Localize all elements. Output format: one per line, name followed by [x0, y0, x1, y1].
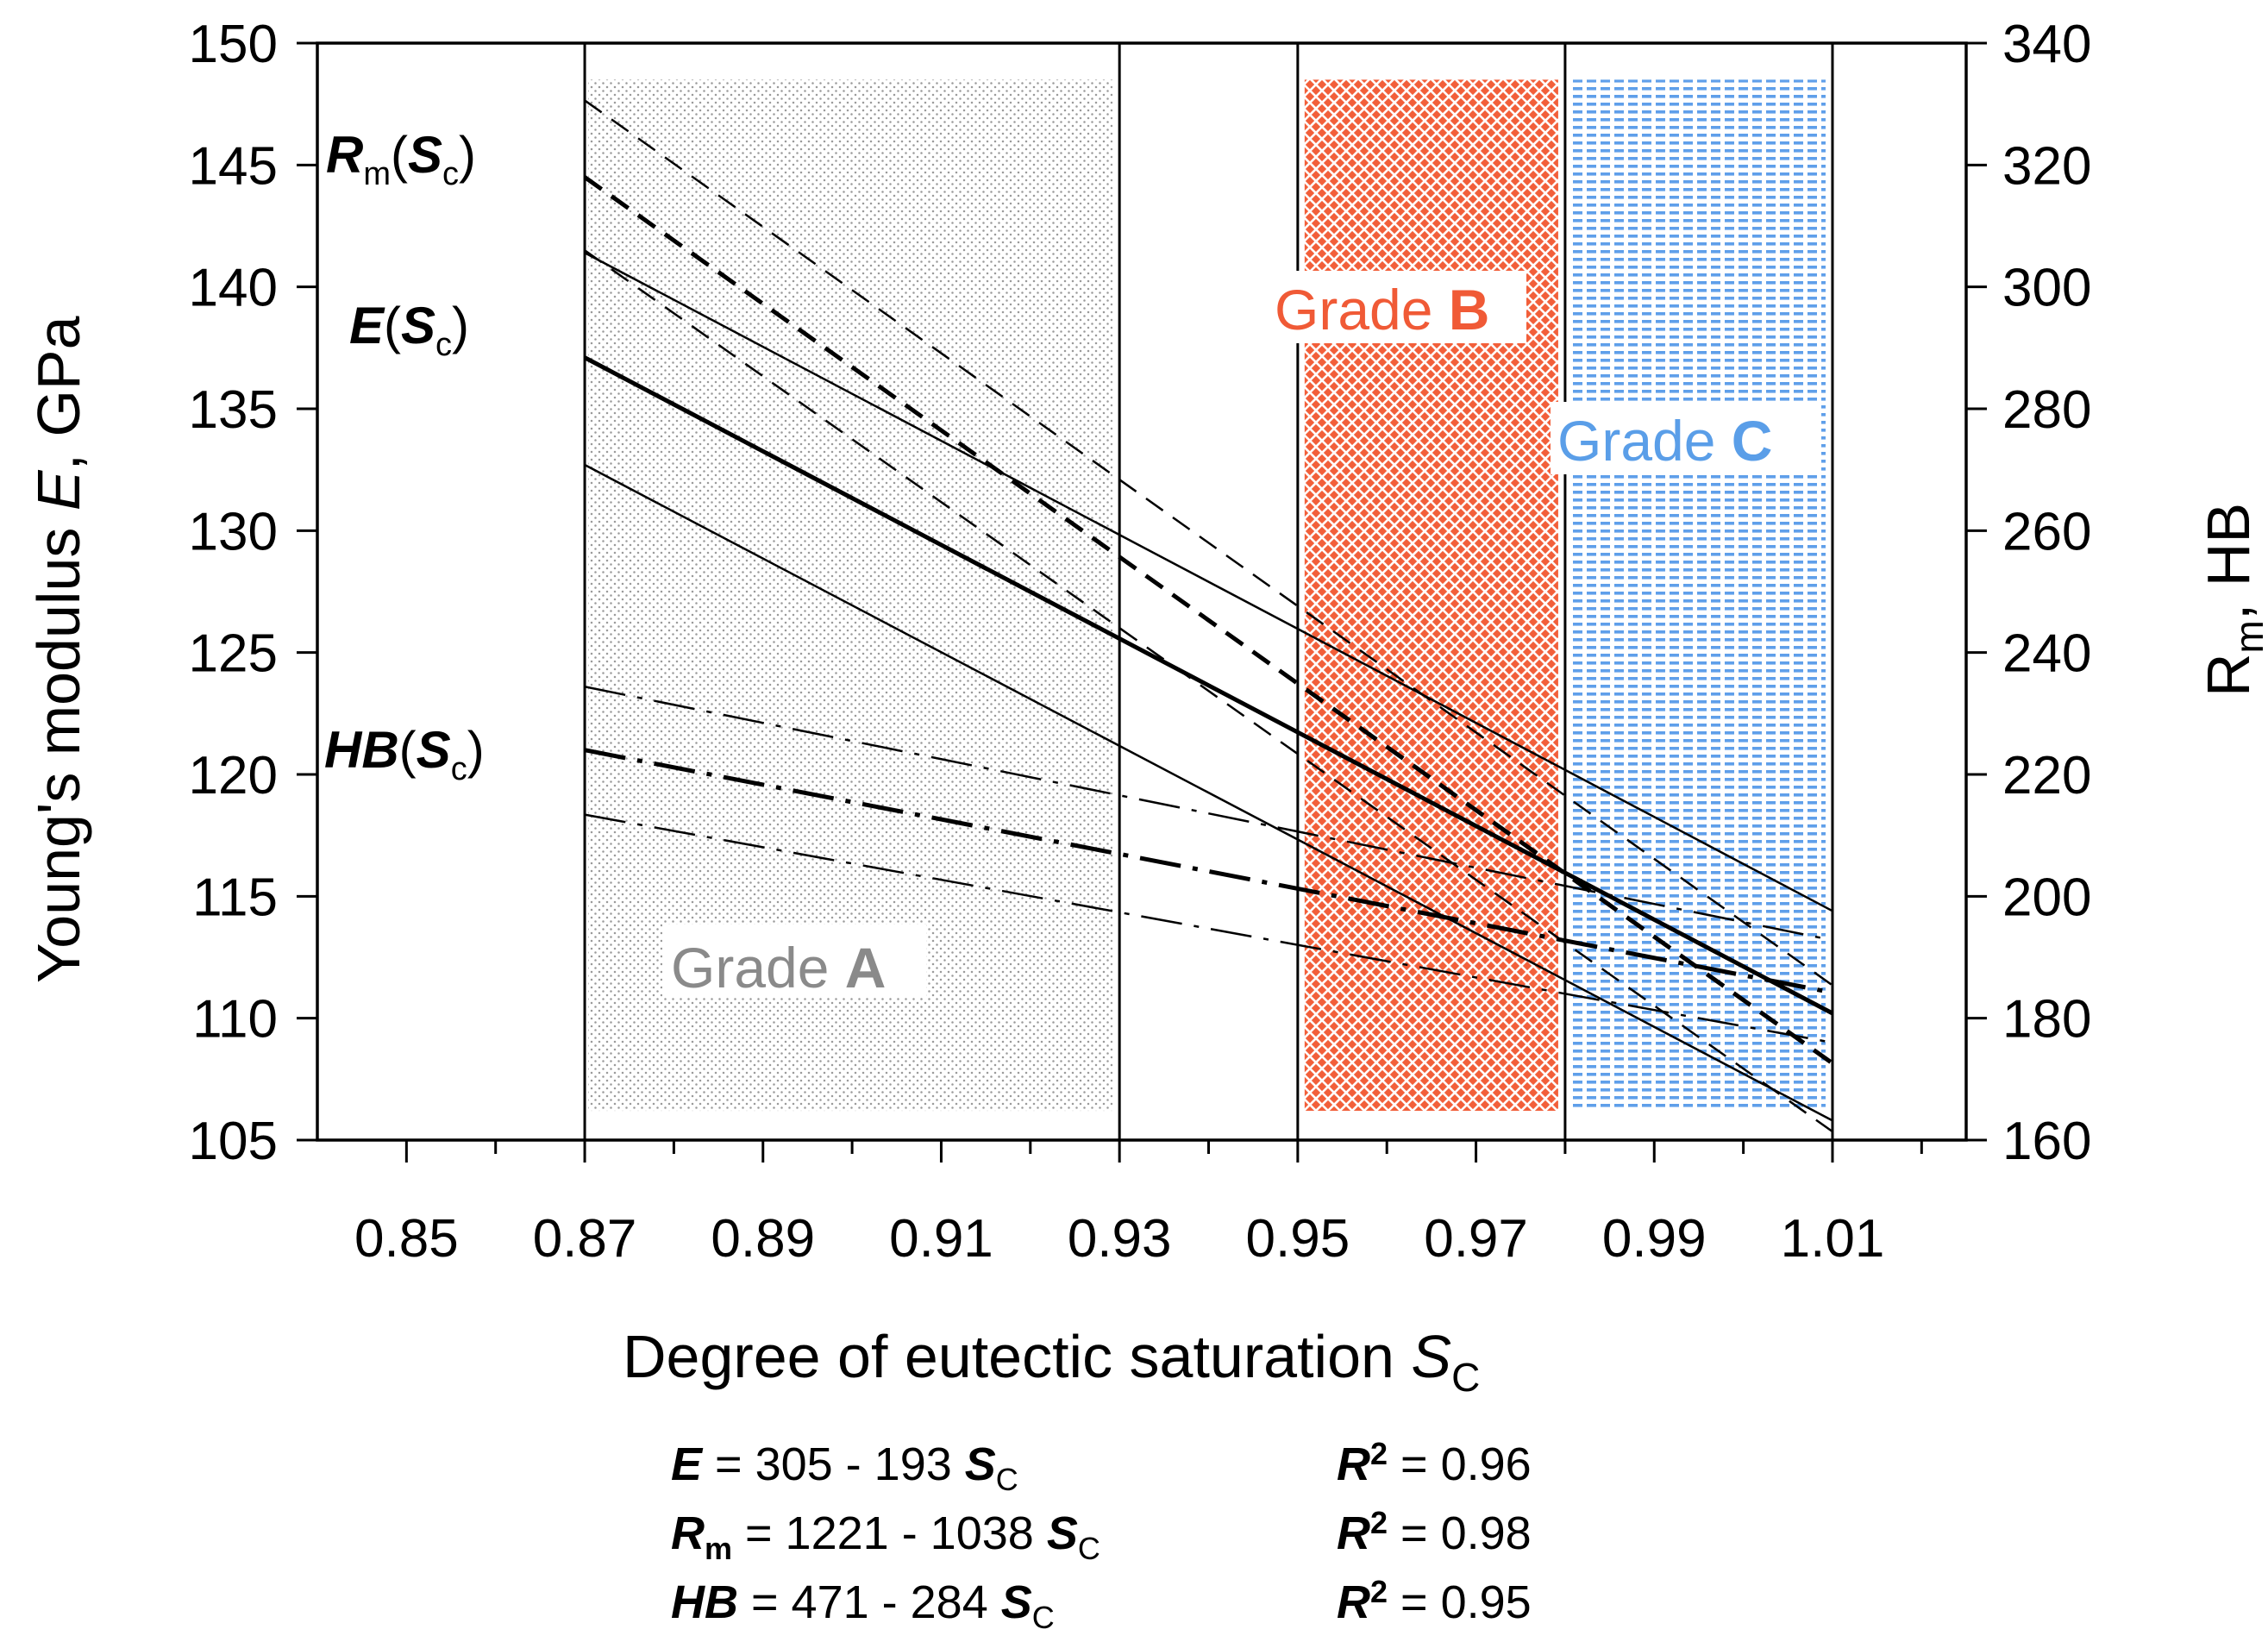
- y2-tick-label: 300: [2002, 259, 2091, 318]
- hb-label-bg: [321, 716, 521, 787]
- y2-tick-label: 340: [2002, 15, 2091, 74]
- hb-curve-label: HB(Sc): [324, 721, 485, 787]
- vertical-lines-layer: [583, 43, 1834, 1140]
- y-tick-label: 145: [189, 136, 278, 196]
- grade-b-label-bg: [1268, 271, 1526, 343]
- equation-e-r2: R2 = 0.96: [1337, 1436, 1532, 1490]
- series-layer: [583, 99, 1834, 1133]
- y2-tick-label: 240: [2002, 624, 2091, 684]
- y2-tick-label: 280: [2002, 380, 2091, 440]
- e-curve-label: E(Sc): [349, 297, 469, 363]
- x-tick-label: 0.95: [1246, 1209, 1350, 1269]
- x-tick-label: 0.85: [354, 1209, 459, 1269]
- region-grade-c: [1571, 79, 1826, 1112]
- curve-labels: Rm(Sc) E(Sc) HB(Sc): [321, 121, 521, 787]
- equation-rm: Rm = 1221 - 1038 SC: [671, 1507, 1100, 1566]
- y-tick-label: 120: [189, 746, 278, 805]
- y2-axis-title: Rm, HB: [2195, 503, 2268, 697]
- ticks-layer: 0.85 0.87 0.89 0.91 0.93 0.95 0.97 0.99 1.01 105 1…: [189, 15, 2092, 1269]
- x-tick-label: 0.99: [1602, 1209, 1707, 1269]
- grade-c-label: Grade C: [1557, 409, 1772, 473]
- y2-tick-label: 180: [2002, 990, 2091, 1050]
- rm-curve-label: Rm(Sc): [326, 126, 476, 192]
- y-tick-label: 115: [192, 868, 278, 927]
- y2-tick-label: 260: [2002, 502, 2091, 561]
- series-line-e-sc-: [583, 355, 1834, 1016]
- y2-tick-label: 220: [2002, 746, 2091, 805]
- plot-frame: [316, 41, 1968, 1142]
- series-line-hb-sc-upper-bound: [584, 686, 1833, 942]
- series-line-e-sc-lower-bound: [584, 463, 1833, 1122]
- series-line-rm-sc-lower-bound: [584, 249, 1833, 1133]
- x-axis-title: Degree of eutectic saturation SC: [623, 1323, 1480, 1400]
- equation-hb: HB = 471 - 284 SC: [671, 1576, 1055, 1635]
- series-line-rm-sc-: [583, 175, 1834, 1065]
- rm-label-bg: [321, 121, 509, 190]
- y2-tick-label: 160: [2002, 1112, 2091, 1171]
- y2-tick-label: 320: [2002, 136, 2091, 196]
- y2-tick-label: 200: [2002, 868, 2091, 927]
- x-tick-label: 0.87: [533, 1209, 637, 1269]
- equation-hb-r2: R2 = 0.95: [1337, 1574, 1532, 1628]
- y-tick-label: 130: [189, 502, 278, 561]
- series-line-rm-sc-upper-bound: [584, 99, 1833, 987]
- grade-b-label: Grade B: [1275, 278, 1489, 342]
- y-tick-label: 150: [189, 15, 278, 74]
- y-tick-label: 125: [189, 624, 278, 684]
- y-axis-title: Young's modulus E, GPa: [25, 316, 92, 983]
- grade-c-label-bg: [1551, 402, 1820, 474]
- x-tick-label: 0.89: [711, 1209, 815, 1269]
- x-tick-label: 0.91: [889, 1209, 993, 1269]
- e-label-bg: [345, 293, 500, 362]
- region-grade-b: [1304, 79, 1558, 1112]
- equation-rm-r2: R2 = 0.98: [1337, 1505, 1532, 1559]
- y-tick-label: 135: [189, 380, 278, 440]
- y-tick-label: 105: [189, 1112, 278, 1171]
- y-tick-label: 140: [189, 259, 278, 318]
- series-line-e-sc-upper-bound: [584, 251, 1833, 912]
- grade-a-label: Grade A: [671, 936, 886, 1000]
- equations-block: E = 305 - 193 SC R2 = 0.96 Rm = 1221 - 1…: [671, 1436, 1532, 1635]
- equation-e: E = 305 - 193 SC: [671, 1438, 1018, 1497]
- y-tick-label: 110: [192, 990, 278, 1050]
- x-tick-label: 0.97: [1424, 1209, 1528, 1269]
- grade-a-label-bg: [662, 924, 926, 997]
- region-labels: Grade A Grade B Grade C: [662, 271, 1820, 1000]
- x-tick-label: 0.93: [1068, 1209, 1172, 1269]
- x-tick-label: 1.01: [1781, 1209, 1885, 1269]
